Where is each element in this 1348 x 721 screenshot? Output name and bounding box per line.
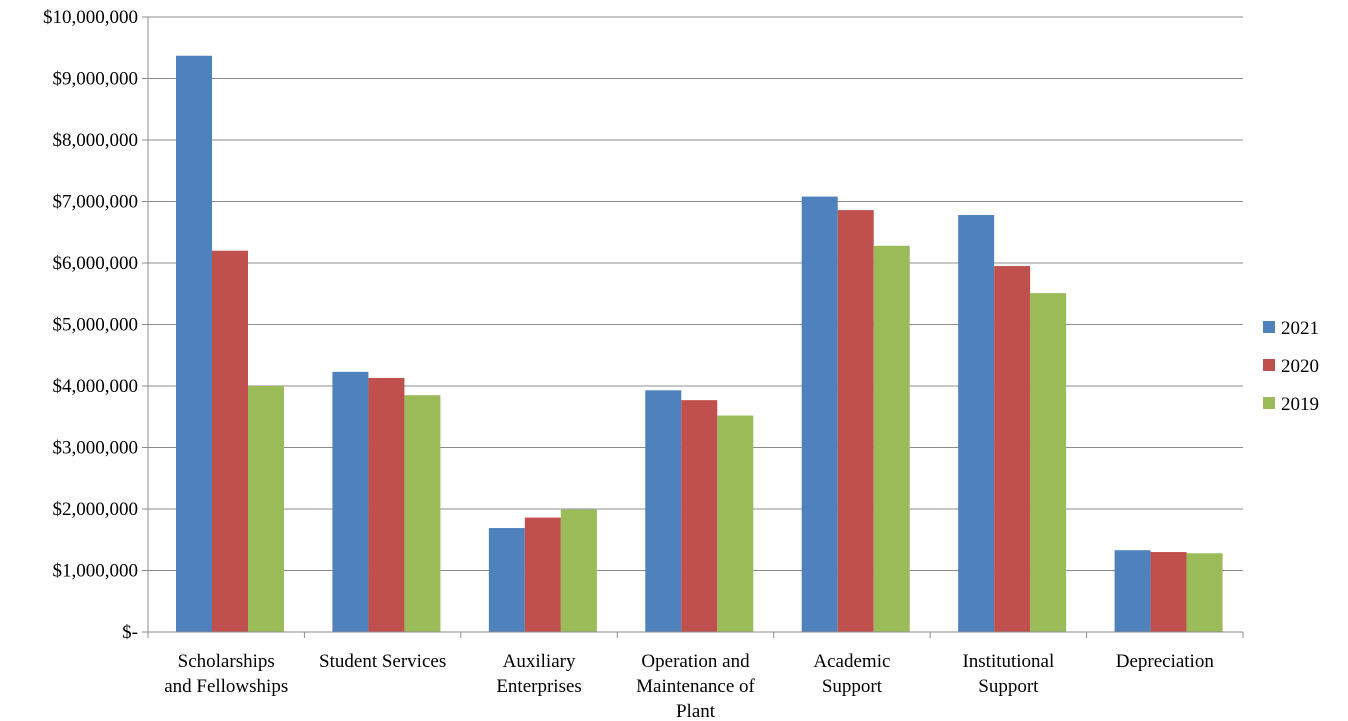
bar-2021-1 [332, 371, 369, 632]
bar-2021-0 [176, 55, 212, 633]
y-tick-label: $8,000,000 [53, 130, 139, 151]
bar-2020-4 [837, 210, 874, 633]
legend-label-2019: 2019 [1281, 394, 1319, 415]
bar-2021-3 [645, 390, 682, 632]
bar-2020-6 [1150, 552, 1187, 632]
gridlines [148, 16, 1243, 571]
bar-2020-5 [994, 266, 1031, 632]
y-tick-label: $- [122, 622, 138, 643]
y-tick-label: $6,000,000 [53, 253, 139, 274]
axes [142, 16, 1244, 638]
bar-2021-5 [958, 215, 995, 632]
y-tick-label: $9,000,000 [53, 69, 139, 90]
x-tick-label: Depreciation [1116, 651, 1215, 672]
x-tick-label: Academic Support [813, 651, 890, 697]
bar-2020-2 [524, 517, 561, 632]
x-tick-label: Institutional Support [962, 651, 1054, 697]
bar-2020-1 [368, 378, 405, 632]
x-tick-label: Student Services [319, 651, 446, 672]
bar-2020-3 [681, 400, 718, 632]
bar-2019-5 [1030, 293, 1067, 632]
bars [176, 55, 1223, 633]
bar-2019-3 [717, 415, 754, 632]
bar-2021-2 [488, 528, 525, 632]
legend-label-2020: 2020 [1281, 356, 1319, 377]
y-tick-label: $5,000,000 [53, 315, 139, 336]
legend: 2021 2020 2019 [1263, 318, 1319, 415]
y-tick-label: $10,000,000 [43, 7, 138, 28]
bar-2019-2 [560, 509, 597, 632]
x-tick-label: Auxiliary Enterprises [496, 651, 581, 697]
legend-swatch-2021 [1263, 321, 1275, 333]
y-tick-label: $4,000,000 [53, 376, 139, 397]
x-tick-label: Scholarships and Fellowships [164, 651, 288, 697]
bar-2020-0 [212, 250, 248, 632]
bar-2021-6 [1114, 550, 1151, 632]
x-tick-label: Operation and Maintenance of Plant [636, 651, 755, 721]
bar-2019-0 [248, 386, 284, 632]
bar-2021-4 [801, 196, 838, 632]
y-tick-labels: $- $1,000,000 $2,000,000 $3,000,000 $4,000,0… [43, 7, 138, 643]
legend-swatch-2020 [1263, 359, 1275, 371]
legend-label-2021: 2021 [1281, 318, 1319, 339]
y-tick-label: $1,000,000 [53, 561, 139, 582]
bar-2019-6 [1186, 553, 1223, 632]
x-tick-labels: Scholarships and Fellowships Student Servi… [164, 651, 1214, 721]
y-tick-label: $3,000,000 [53, 438, 139, 459]
bar-2019-1 [404, 395, 441, 632]
bar-2019-4 [873, 245, 910, 632]
legend-swatch-2019 [1263, 397, 1275, 409]
y-tick-label: $7,000,000 [53, 192, 139, 213]
y-tick-label: $2,000,000 [53, 499, 139, 520]
